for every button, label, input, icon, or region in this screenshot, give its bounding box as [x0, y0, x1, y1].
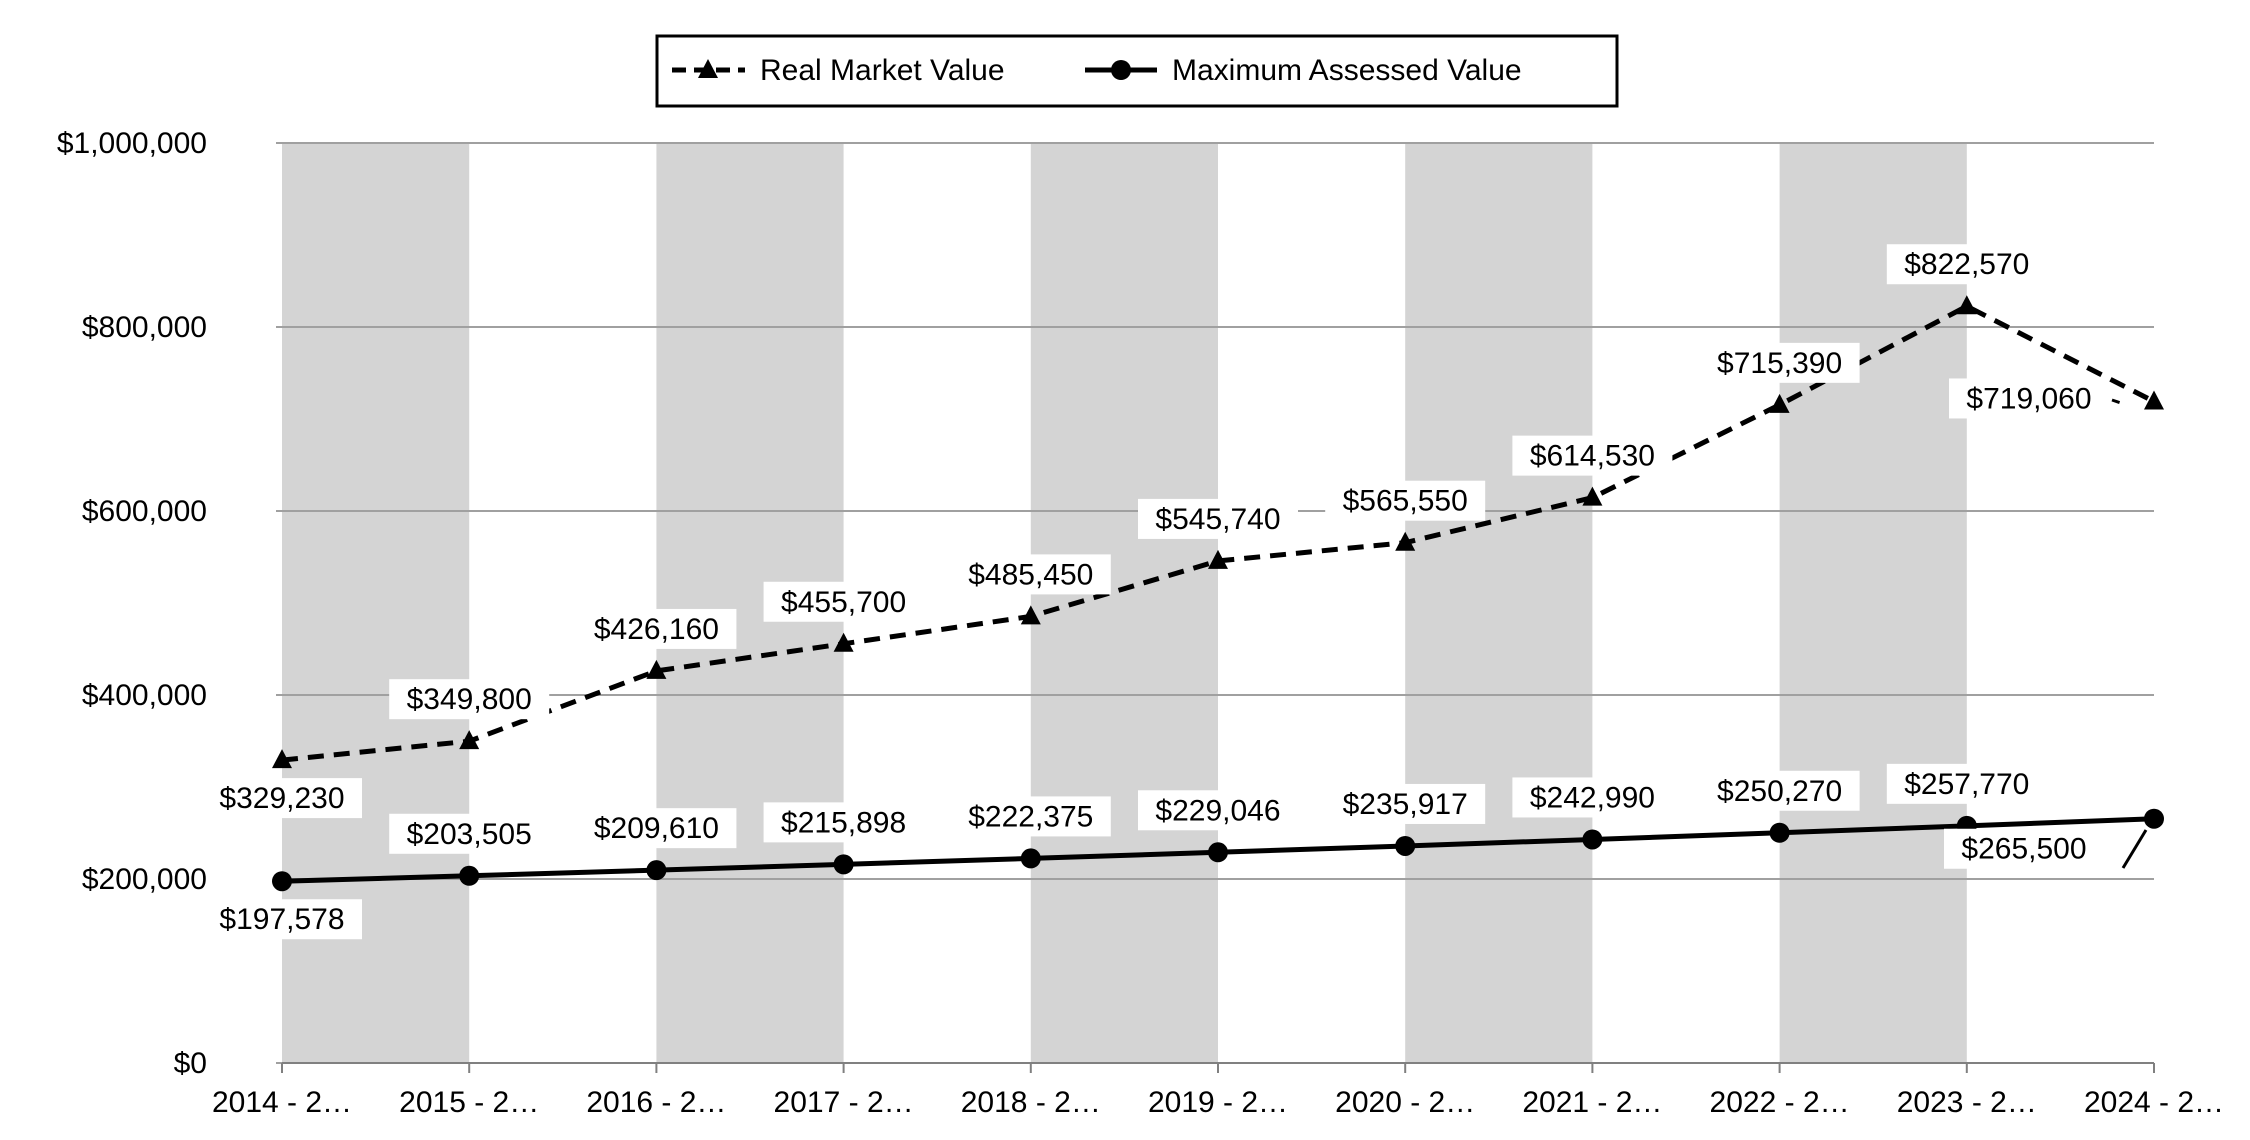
data-point-marker	[1956, 295, 1977, 315]
data-label-box	[1699, 342, 1860, 383]
data-label-box	[1699, 770, 1860, 811]
data-label-box	[389, 813, 550, 854]
data-label: $426,160	[594, 613, 719, 646]
legend-marker-max-assessed	[1111, 60, 1131, 80]
band	[1030, 143, 1218, 1063]
data-point-marker	[459, 865, 480, 886]
band	[1779, 143, 1967, 1063]
legend: Real Market Value Maximum Assessed Value	[655, 34, 1619, 108]
data-point-marker	[646, 659, 667, 679]
data-label: $349,800	[407, 683, 532, 716]
data-label-box	[763, 802, 924, 843]
x-tick-label: 2021 - 2…	[1522, 1086, 1662, 1119]
data-label-box	[950, 554, 1111, 595]
x-tick-label: 2023 - 2…	[1897, 1086, 2037, 1119]
data-point-marker	[272, 749, 292, 769]
data-point-marker	[1769, 393, 1790, 413]
data-label-box	[576, 808, 737, 849]
data-label-box	[763, 581, 924, 622]
data-point-marker	[646, 860, 667, 881]
data-label: $485,450	[968, 558, 1093, 591]
y-tick-label: $1,000,000	[57, 127, 207, 160]
data-label-box	[1886, 244, 2047, 285]
data-point-marker	[1208, 549, 1228, 569]
leader-line	[2111, 398, 2125, 406]
data-label-box	[1325, 783, 1486, 824]
data-point-marker	[1582, 829, 1603, 850]
x-tick-label: 2014 - 2…	[212, 1086, 352, 1119]
data-label: $545,740	[1155, 503, 1280, 536]
data-label: $265,500	[1961, 833, 2086, 866]
data-label-box	[950, 796, 1111, 837]
legend-label-real-market: Real Market Value	[760, 54, 1005, 87]
y-tick-label: $800,000	[82, 311, 207, 344]
data-label-box	[576, 608, 737, 649]
band	[1405, 143, 1593, 1063]
data-point-marker	[2144, 808, 2164, 829]
data-label-box	[1944, 828, 2104, 869]
y-tick-label: $400,000	[82, 679, 207, 712]
data-label-box	[202, 899, 362, 940]
data-label: $715,390	[1717, 347, 1842, 380]
data-label-box	[1138, 498, 1298, 539]
data-point-marker	[833, 632, 854, 652]
data-point-marker	[1395, 531, 1416, 551]
x-tick-label: 2022 - 2…	[1710, 1086, 1850, 1119]
data-label: $257,770	[1904, 768, 2029, 801]
data-label: $215,898	[781, 806, 906, 839]
data-point-marker	[1020, 848, 1041, 869]
data-label: $719,060	[1966, 382, 2091, 415]
legend-label-max-assessed: Maximum Assessed Value	[1172, 54, 1522, 87]
data-label: $229,046	[1155, 794, 1280, 827]
data-labels: $329,230 $349,800 $426,160 $455,700 $485,450…	[202, 244, 2148, 940]
data-label: $614,530	[1530, 440, 1655, 473]
data-label: $329,230	[219, 782, 344, 815]
data-label: $242,990	[1530, 781, 1655, 814]
x-tick-label: 2016 - 2…	[586, 1086, 726, 1119]
data-point-marker	[1020, 605, 1041, 625]
data-label: $235,917	[1343, 788, 1468, 821]
data-label: $455,700	[781, 586, 906, 619]
axes: $0 $200,000 $400,000 $600,000 $800,000 $1,000…	[57, 127, 2224, 1119]
data-label-box	[202, 778, 362, 819]
data-label: $250,270	[1717, 775, 1842, 808]
data-label-box	[1512, 777, 1673, 818]
y-tick-label: $0	[174, 1047, 207, 1080]
data-point-marker	[833, 854, 854, 875]
data-point-marker	[2144, 390, 2164, 410]
data-label-box	[1325, 480, 1486, 521]
data-label: $197,578	[219, 903, 344, 936]
leader-line	[2121, 829, 2148, 869]
x-tick-label: 2024 - 2…	[2084, 1086, 2224, 1119]
x-tick-label: 2017 - 2…	[774, 1086, 914, 1119]
data-label-box	[1949, 378, 2109, 419]
data-label: $822,570	[1904, 248, 2029, 281]
y-tick-label: $200,000	[82, 863, 207, 896]
data-point-marker	[1208, 842, 1228, 863]
x-tick-label: 2015 - 2…	[399, 1086, 539, 1119]
data-label: $565,550	[1343, 485, 1468, 518]
data-point-marker	[1395, 835, 1416, 856]
legend-marker-real-market	[698, 59, 718, 78]
data-label-box	[1512, 435, 1673, 476]
data-label: $222,375	[968, 800, 1093, 833]
data-label-box	[1138, 790, 1298, 831]
x-tick-label: 2020 - 2…	[1335, 1086, 1475, 1119]
data-point-marker	[272, 871, 292, 892]
data-label-box	[1886, 763, 2047, 804]
data-point-marker	[459, 730, 480, 750]
y-tick-label: $600,000	[82, 495, 207, 528]
data-point-marker	[1769, 822, 1790, 843]
data-label: $203,505	[407, 818, 532, 851]
x-tick-label: 2019 - 2…	[1148, 1086, 1288, 1119]
alternating-bands	[282, 143, 1967, 1063]
data-label-box	[389, 679, 550, 720]
data-point-marker	[1582, 486, 1603, 506]
data-label: $209,610	[594, 812, 719, 845]
x-tick-label: 2018 - 2…	[961, 1086, 1101, 1119]
